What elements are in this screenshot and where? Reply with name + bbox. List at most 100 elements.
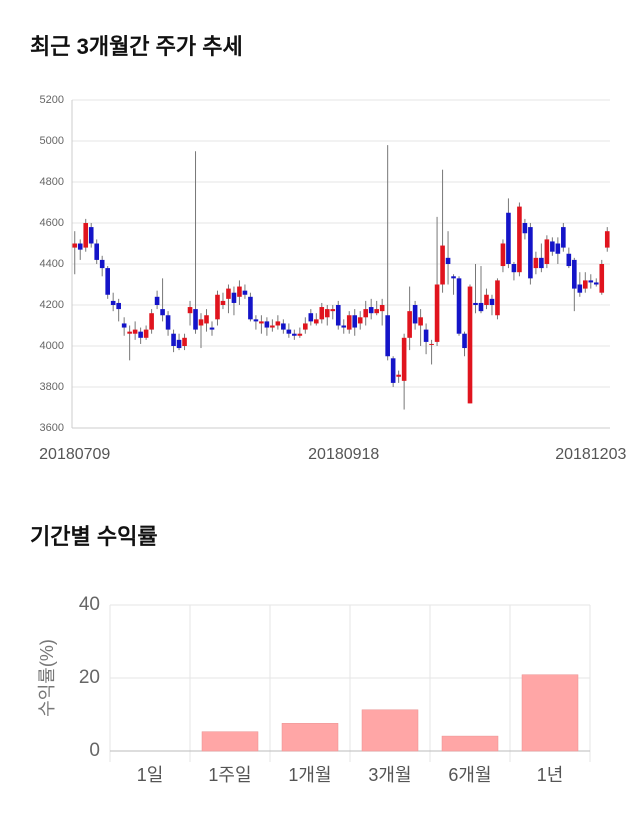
candle-body bbox=[313, 319, 319, 324]
y-tick-label: 4200 bbox=[40, 299, 64, 311]
bar bbox=[441, 735, 499, 752]
x-tick-label: 20181203 bbox=[555, 446, 626, 463]
candle-body bbox=[127, 331, 132, 334]
candle-body bbox=[517, 206, 522, 273]
candle-body bbox=[352, 315, 358, 328]
candle-body bbox=[259, 321, 264, 324]
x-tick-label: 1년 bbox=[537, 765, 564, 785]
candle-body bbox=[379, 305, 385, 312]
candle-body bbox=[335, 305, 341, 326]
y-tick-label: 5000 bbox=[40, 135, 64, 147]
candle-body bbox=[132, 329, 138, 334]
candle-body bbox=[330, 309, 336, 312]
candle-body bbox=[154, 296, 160, 305]
candle-body bbox=[533, 257, 539, 269]
candle-body bbox=[374, 309, 379, 314]
candle-body bbox=[555, 243, 561, 254]
candle-body bbox=[440, 245, 445, 285]
candle-body bbox=[385, 315, 390, 357]
candle-body bbox=[116, 302, 121, 310]
candle-body bbox=[572, 259, 577, 289]
y-tick-label: 5200 bbox=[40, 94, 64, 106]
y-tick-label: 4800 bbox=[40, 176, 64, 188]
candle-body bbox=[604, 231, 610, 248]
candle-body bbox=[401, 337, 407, 381]
x-tick-label: 6개월 bbox=[448, 765, 491, 785]
candle-body bbox=[506, 212, 511, 264]
candle-body bbox=[577, 284, 583, 293]
chart-title: 최근 3개월간 주가 추세 bbox=[30, 34, 243, 59]
candle-body bbox=[187, 307, 193, 314]
y-tick-label: 4600 bbox=[40, 217, 64, 229]
y-tick-label: 4400 bbox=[40, 258, 64, 270]
candle-body bbox=[160, 309, 165, 316]
bar bbox=[521, 674, 579, 752]
candle-body bbox=[500, 243, 506, 267]
candle-body bbox=[462, 333, 467, 349]
candle-body bbox=[171, 333, 176, 346]
candle-body bbox=[434, 284, 440, 342]
candle-body bbox=[478, 302, 484, 312]
candle-body bbox=[83, 223, 89, 248]
candle-body bbox=[138, 331, 143, 338]
candle-body bbox=[451, 276, 456, 279]
candle-body bbox=[94, 243, 100, 260]
bar bbox=[201, 731, 259, 752]
candle-body bbox=[511, 264, 517, 273]
candle-body bbox=[489, 298, 495, 305]
x-tick-label: 20180709 bbox=[39, 446, 110, 463]
candle-body bbox=[346, 315, 352, 330]
candle-body bbox=[193, 309, 198, 330]
candle-body bbox=[456, 278, 462, 334]
candle-body bbox=[396, 374, 401, 377]
candle-body bbox=[473, 302, 478, 305]
candle-body bbox=[582, 280, 588, 289]
x-tick-label: 20180918 bbox=[308, 446, 379, 463]
x-tick-label: 1일 bbox=[137, 765, 164, 785]
candle-body bbox=[176, 339, 182, 349]
candle-body bbox=[209, 327, 215, 330]
candle-body bbox=[110, 300, 116, 305]
candle-body bbox=[248, 296, 253, 320]
candle-body bbox=[121, 323, 127, 328]
candle-body bbox=[357, 317, 363, 324]
candle-body bbox=[544, 239, 550, 264]
candle-body bbox=[341, 325, 347, 328]
candle-body bbox=[281, 323, 286, 330]
candle-body bbox=[418, 317, 423, 326]
candle-body bbox=[368, 307, 374, 314]
candle-body bbox=[215, 294, 220, 320]
candle-body bbox=[599, 264, 605, 293]
x-tick-label: 1개월 bbox=[288, 765, 331, 785]
y-tick-label: 3800 bbox=[40, 381, 64, 393]
y-tick-label: 40 bbox=[79, 594, 100, 615]
candle-body bbox=[539, 257, 544, 269]
candle-body bbox=[390, 358, 396, 383]
y-tick-label: 0 bbox=[89, 740, 100, 761]
candle-body bbox=[363, 309, 369, 318]
bar bbox=[361, 709, 419, 752]
candle-body bbox=[528, 227, 533, 279]
candle-body bbox=[72, 243, 78, 248]
candle-body bbox=[495, 280, 500, 316]
candle-body bbox=[407, 311, 412, 338]
candle-body bbox=[324, 309, 330, 318]
y-tick-label: 20 bbox=[79, 667, 100, 688]
chart-title: 기간별 수익률 bbox=[30, 524, 158, 549]
candle-body bbox=[550, 241, 555, 252]
candle-body bbox=[182, 337, 187, 346]
candle-body bbox=[143, 329, 149, 338]
candle-body bbox=[308, 313, 314, 322]
y-tick-label: 4000 bbox=[40, 340, 64, 352]
candle-body bbox=[319, 307, 325, 320]
candle-body bbox=[445, 257, 451, 264]
candle-body bbox=[198, 319, 204, 326]
candle-body bbox=[423, 329, 429, 342]
bar bbox=[281, 723, 339, 752]
y-tick-label: 3600 bbox=[40, 422, 64, 434]
candle-body bbox=[270, 325, 275, 328]
candle-body bbox=[522, 223, 528, 234]
candle-body bbox=[561, 227, 566, 248]
x-tick-label: 1주일 bbox=[208, 765, 251, 785]
